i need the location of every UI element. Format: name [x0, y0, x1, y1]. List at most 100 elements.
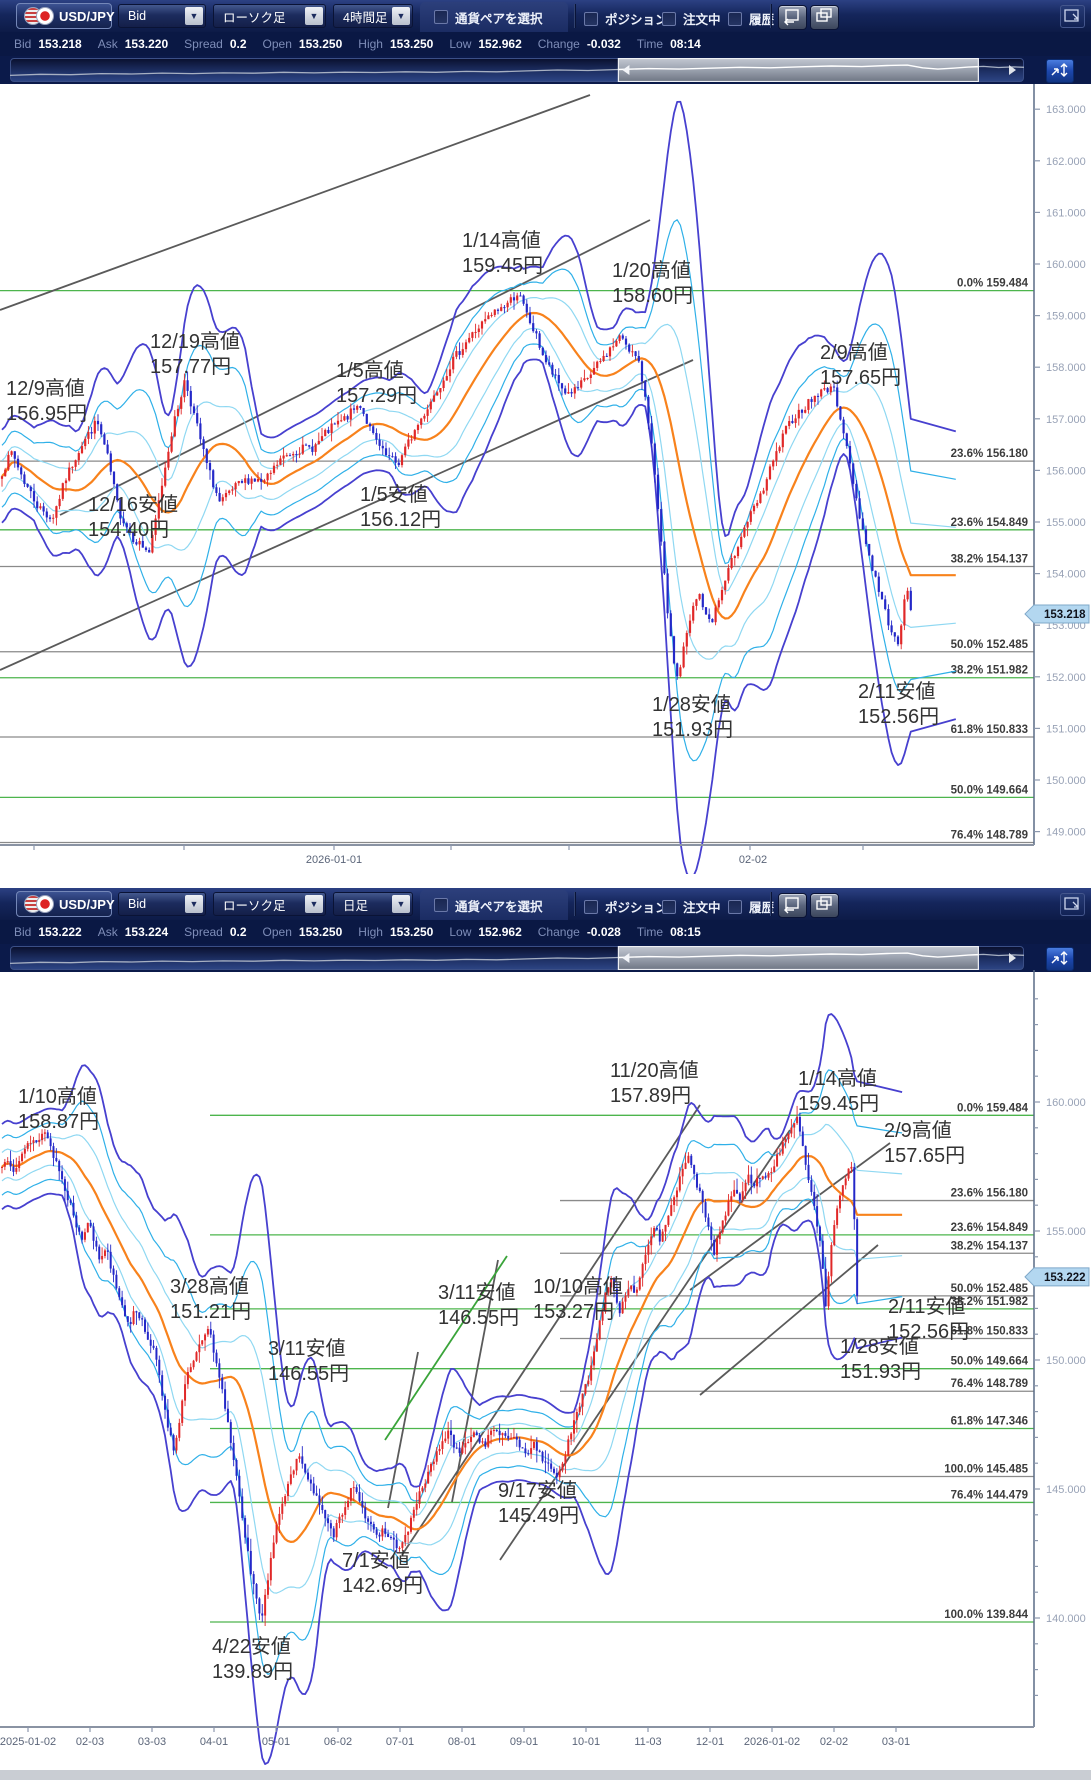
navigator-minimap[interactable] — [10, 58, 1024, 82]
pair-select-tab[interactable]: 通貨ペアを選択 — [420, 890, 568, 920]
svg-text:10/10高値: 10/10高値 — [533, 1275, 623, 1298]
svg-text:152.56円: 152.56円 — [888, 1321, 969, 1343]
svg-text:152.56円: 152.56円 — [858, 706, 939, 728]
svg-text:02-02: 02-02 — [739, 854, 767, 866]
bollinger-bands — [1, 100, 957, 874]
price-chart-4h[interactable]: 0.0% 159.484 23.6% 154.849 38.2% 151.982 50… — [0, 84, 1091, 874]
svg-text:1/14高値: 1/14高値 — [462, 229, 541, 252]
statusbar-daily: Bid 153.222 Ask 153.224 Spread 0.2 Open 153.… — [0, 920, 1091, 944]
svg-text:155.000: 155.000 — [1046, 517, 1086, 529]
fibonacci-levels: 0.0% 159.484 23.6% 154.849 38.2% 151.982 50… — [0, 278, 1034, 844]
orders-label: 注文中 — [683, 901, 721, 915]
svg-text:3/28高値: 3/28高値 — [170, 1275, 249, 1298]
svg-text:154.40円: 154.40円 — [88, 519, 169, 541]
date-axis: 2026-01-01 02-02 — [33, 845, 864, 866]
chevron-down-icon[interactable]: ▼ — [185, 7, 203, 25]
pair-button[interactable]: USD/JPY — [16, 891, 115, 917]
price-type-select[interactable]: Bid ▼ — [118, 4, 206, 28]
chart-layout-button[interactable] — [810, 5, 839, 30]
svg-text:158.87円: 158.87円 — [18, 1111, 99, 1133]
scale-adjust-button[interactable] — [1046, 59, 1074, 83]
pair-select-checkbox[interactable] — [434, 10, 448, 24]
chart-type-select[interactable]: ローソク足 ▼ — [213, 4, 326, 28]
chart-layout-button[interactable] — [810, 893, 839, 918]
scroll-right-arrow-icon[interactable] — [1009, 953, 1016, 963]
position-checkbox[interactable] — [584, 899, 598, 914]
orders-label: 注文中 — [683, 13, 721, 27]
svg-text:2026-01-01: 2026-01-01 — [306, 854, 362, 866]
svg-text:140.000: 140.000 — [1046, 1613, 1086, 1625]
svg-text:02-03: 02-03 — [76, 1736, 104, 1748]
svg-text:38.2% 154.137: 38.2% 154.137 — [951, 554, 1028, 566]
svg-text:142.69円: 142.69円 — [342, 1575, 423, 1597]
svg-text:1/28安値: 1/28安値 — [840, 1335, 919, 1358]
timeframe-select[interactable]: 4時間足 ▼ — [333, 4, 413, 28]
navigator-thumb[interactable] — [617, 58, 979, 82]
svg-text:3/11安値: 3/11安値 — [438, 1281, 515, 1304]
svg-text:156.12円: 156.12円 — [360, 509, 441, 531]
scale-adjust-button[interactable] — [1046, 947, 1074, 971]
window-collapse-button[interactable] — [1060, 5, 1085, 28]
svg-text:2/9高値: 2/9高値 — [820, 341, 888, 364]
svg-text:159.45円: 159.45円 — [798, 1093, 879, 1115]
price-axis: 163.000 162.000 161.000 160.000 159.000 158.0… — [0, 84, 1086, 846]
price-type-select[interactable]: Bid ▼ — [118, 892, 206, 916]
svg-text:157.65円: 157.65円 — [820, 367, 901, 389]
pair-select-checkbox[interactable] — [434, 898, 448, 912]
pair-select-tab[interactable]: 通貨ペアを選択 — [420, 2, 568, 32]
svg-text:9/17安値: 9/17安値 — [498, 1479, 577, 1502]
navigator-minimap[interactable] — [10, 946, 1024, 970]
navigator-daily — [0, 944, 1091, 972]
window-collapse-button[interactable] — [1060, 893, 1085, 916]
svg-text:50.0% 152.485: 50.0% 152.485 — [951, 639, 1029, 651]
bid-value: 153.222 — [38, 925, 82, 939]
svg-text:05-01: 05-01 — [262, 1736, 290, 1748]
svg-text:03-03: 03-03 — [138, 1736, 166, 1748]
svg-text:09-01: 09-01 — [510, 1736, 538, 1748]
svg-text:151.000: 151.000 — [1046, 723, 1086, 735]
change-value: -0.028 — [586, 925, 621, 939]
trendlines — [384, 1104, 891, 1561]
pair-button[interactable]: USD/JPY — [16, 3, 115, 29]
chart-transfer-button[interactable] — [778, 893, 807, 918]
chevron-down-icon[interactable]: ▼ — [305, 7, 323, 25]
bollinger-bands — [1, 1013, 903, 1765]
chart-transfer-button[interactable] — [778, 5, 807, 30]
navigator-thumb[interactable] — [617, 946, 979, 970]
svg-text:2/11安値: 2/11安値 — [888, 1295, 965, 1318]
open-value: 153.250 — [298, 925, 343, 939]
orders-checkbox[interactable] — [662, 11, 676, 26]
svg-text:4/22安値: 4/22安値 — [212, 1635, 291, 1658]
scroll-right-arrow-icon[interactable] — [1009, 65, 1016, 75]
svg-text:139.89円: 139.89円 — [212, 1661, 293, 1683]
chart-type-select[interactable]: ローソク足 ▼ — [213, 892, 326, 916]
bid-value: 153.218 — [38, 37, 82, 51]
scroll-left-arrow-icon[interactable] — [622, 65, 630, 75]
candlesticks — [1, 1105, 859, 1626]
svg-text:163.000: 163.000 — [1046, 104, 1086, 116]
pair-label: USD/JPY — [59, 8, 115, 24]
timeframe-select[interactable]: 日足 ▼ — [333, 892, 413, 916]
svg-text:151.21円: 151.21円 — [170, 1301, 251, 1323]
svg-text:157.65円: 157.65円 — [884, 1145, 965, 1167]
svg-text:153.218: 153.218 — [1044, 609, 1086, 621]
chevron-down-icon[interactable]: ▼ — [185, 895, 203, 913]
scroll-left-arrow-icon[interactable] — [622, 953, 630, 963]
history-checkbox[interactable] — [728, 899, 742, 914]
chevron-down-icon[interactable]: ▼ — [392, 895, 410, 913]
resize-arrows-icon — [1060, 63, 1068, 77]
svg-text:08-01: 08-01 — [448, 1736, 476, 1748]
position-checkbox[interactable] — [584, 11, 598, 26]
high-value: 153.250 — [389, 925, 434, 939]
swing-annotations: 12/9高値 156.95円 12/19高値 157.77円 1/5高値 157.29円 1… — [6, 229, 939, 741]
svg-text:145.49円: 145.49円 — [498, 1505, 579, 1527]
spread-value: 0.2 — [229, 37, 247, 51]
chevron-down-icon[interactable]: ▼ — [392, 7, 410, 25]
history-checkbox[interactable] — [728, 11, 742, 26]
orders-checkbox[interactable] — [662, 899, 676, 914]
svg-text:12/16安値: 12/16安値 — [88, 493, 178, 516]
chevron-down-icon[interactable]: ▼ — [305, 895, 323, 913]
svg-text:157.29円: 157.29円 — [336, 385, 417, 407]
